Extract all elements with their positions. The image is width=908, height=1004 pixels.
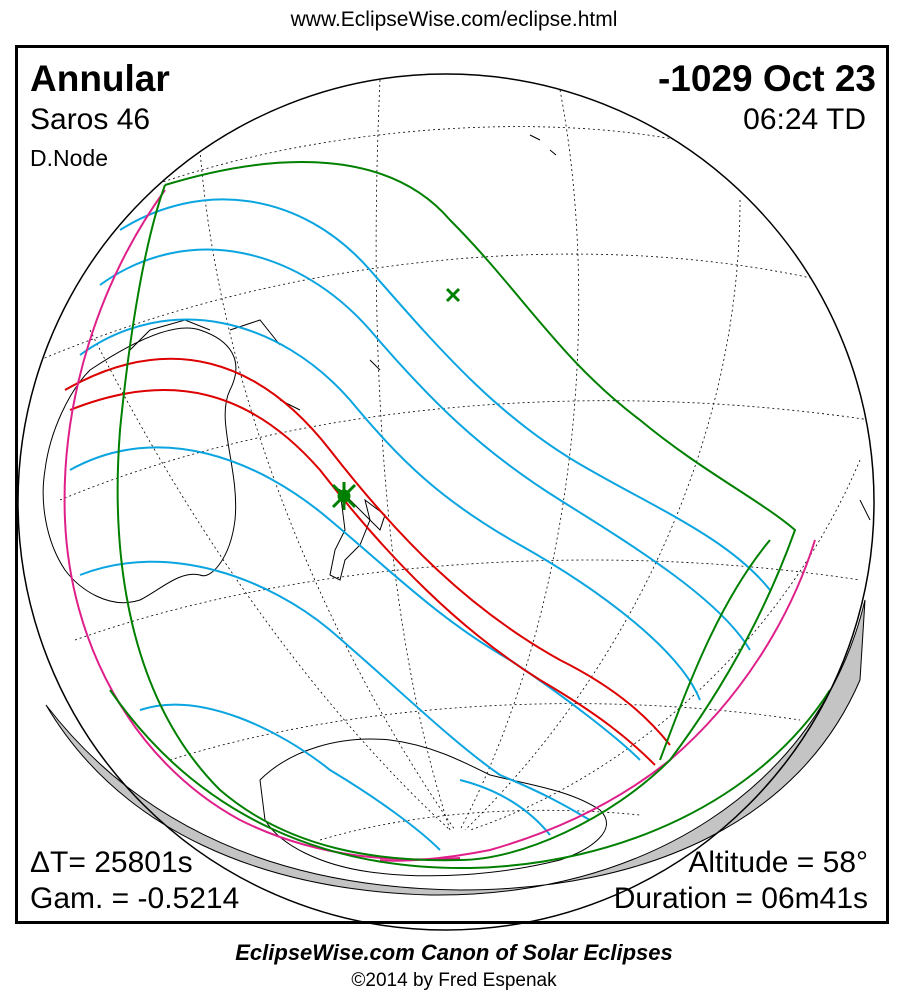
node-label: D.Node (30, 145, 108, 171)
delta-t: ΔT= 25801s (30, 846, 193, 879)
eclipse-time: 06:24 TD (743, 103, 866, 136)
map-frame (15, 45, 889, 924)
subsolar-point-marker (445, 287, 461, 303)
sun-altitude: Altitude = 58° (688, 846, 868, 879)
central-path (64, 357, 671, 766)
eclipse-date: -1029 Oct 23 (657, 58, 876, 99)
night-side-shading (45, 599, 866, 896)
penumbral-limits (109, 161, 831, 870)
saros-number: Saros 46 (30, 103, 151, 136)
footer-title: EclipseWise.com Canon of Solar Eclipses (235, 940, 673, 965)
footer-copyright: ©2014 by Fred Espenak (351, 970, 557, 991)
greatest-eclipse-marker (331, 482, 357, 510)
eclipse-type: Annular (30, 58, 170, 99)
rise-set-curves (63, 189, 816, 862)
globe-outline (17, 73, 875, 931)
url-header: www.EclipseWise.com/eclipse.html (290, 8, 618, 31)
graticule (39, 79, 871, 841)
gamma: Gam. = -0.5214 (30, 882, 240, 915)
central-duration: Duration = 06m41s (613, 882, 868, 915)
magnitude-curves (69, 198, 771, 851)
